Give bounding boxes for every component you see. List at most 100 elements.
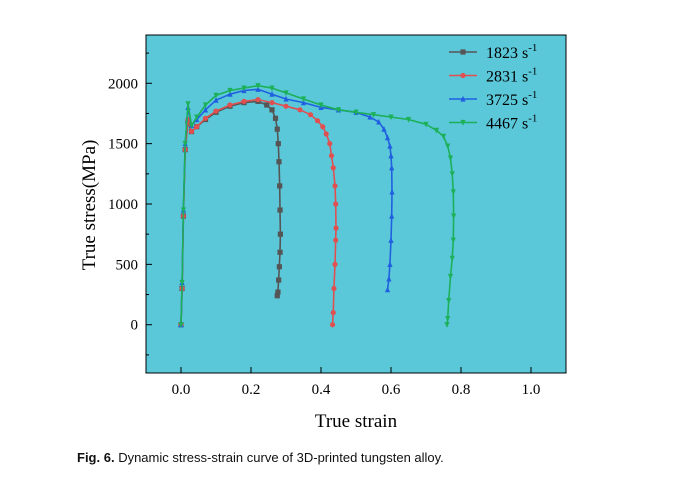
x-tick-label: 0.6 bbox=[382, 382, 401, 398]
data-point bbox=[323, 131, 329, 137]
data-point bbox=[376, 118, 382, 125]
data-point bbox=[283, 103, 289, 109]
plot-area bbox=[145, 34, 567, 374]
data-point bbox=[450, 237, 456, 244]
data-point bbox=[367, 113, 373, 120]
x-tick-label: 0.0 bbox=[172, 382, 191, 398]
data-point bbox=[185, 101, 191, 108]
data-point bbox=[333, 237, 339, 243]
legend-label: 2831 s-1 bbox=[486, 66, 537, 86]
data-point bbox=[269, 85, 275, 92]
y-tick-label: 0 bbox=[131, 318, 139, 334]
data-point bbox=[227, 87, 233, 94]
data-point bbox=[389, 164, 395, 171]
data-point bbox=[241, 85, 247, 92]
data-point bbox=[314, 118, 321, 124]
data-point bbox=[328, 153, 335, 159]
data-point bbox=[178, 322, 184, 328]
data-point bbox=[274, 126, 280, 132]
legend-marker bbox=[460, 119, 466, 126]
y-tick-label: 1500 bbox=[108, 137, 138, 153]
data-point bbox=[388, 237, 394, 243]
data-point bbox=[332, 183, 338, 189]
data-point bbox=[384, 134, 391, 141]
data-point bbox=[449, 171, 455, 178]
data-point bbox=[269, 90, 275, 97]
legend-label: 3725 s-1 bbox=[486, 89, 537, 109]
data-point bbox=[329, 322, 336, 328]
y-tick-label: 500 bbox=[116, 257, 139, 273]
data-point bbox=[446, 297, 452, 304]
data-point bbox=[179, 279, 185, 286]
legend-label: 4467 s-1 bbox=[486, 113, 537, 133]
x-tick-label: 0.2 bbox=[242, 382, 261, 398]
data-point bbox=[333, 225, 339, 231]
data-point bbox=[353, 109, 359, 116]
data-point bbox=[283, 90, 289, 97]
data-point bbox=[194, 114, 200, 121]
data-point bbox=[272, 115, 279, 121]
data-point bbox=[433, 127, 440, 134]
data-point bbox=[276, 159, 282, 165]
data-point bbox=[277, 249, 283, 255]
data-point bbox=[320, 124, 326, 130]
data-point bbox=[255, 86, 261, 92]
data-point bbox=[277, 207, 283, 213]
legend-label-superscript: -1 bbox=[528, 66, 537, 78]
y-tick-label: 2000 bbox=[108, 76, 138, 92]
data-point bbox=[194, 124, 200, 130]
data-point bbox=[264, 102, 270, 108]
data-point bbox=[387, 142, 393, 149]
data-point bbox=[255, 83, 261, 89]
data-point bbox=[331, 285, 337, 292]
legend-label-superscript: -1 bbox=[528, 42, 537, 54]
y-tick-label: 1000 bbox=[108, 197, 138, 213]
data-point bbox=[269, 100, 275, 106]
data-point bbox=[330, 165, 336, 171]
data-point bbox=[202, 102, 209, 109]
data-point bbox=[255, 96, 261, 103]
data-point bbox=[269, 107, 275, 113]
x-axis-label: True strain bbox=[315, 411, 398, 432]
legend-item-3: 3725 s-1 bbox=[449, 89, 537, 109]
data-point bbox=[277, 183, 283, 189]
data-point bbox=[330, 310, 336, 316]
data-point bbox=[450, 189, 456, 196]
legend: 1823 s-1 2831 s-1 3725 s-1 4467 s-1 bbox=[449, 42, 537, 133]
data-point bbox=[182, 141, 188, 147]
data-point bbox=[213, 108, 219, 114]
data-point bbox=[283, 95, 289, 102]
data-point bbox=[388, 114, 394, 121]
legend-item-1: 1823 s-1 bbox=[449, 42, 537, 62]
data-point bbox=[188, 122, 195, 129]
data-point bbox=[423, 121, 429, 128]
data-point bbox=[332, 261, 338, 267]
data-point bbox=[389, 212, 395, 219]
data-point bbox=[327, 141, 333, 147]
data-point bbox=[188, 128, 195, 135]
legend-marker bbox=[460, 49, 466, 55]
x-tick-label: 0.4 bbox=[312, 382, 331, 398]
data-point bbox=[300, 99, 307, 106]
legend-label: 1823 s-1 bbox=[486, 42, 537, 62]
data-point bbox=[307, 112, 314, 118]
series-layer bbox=[178, 83, 457, 328]
x-tick-label: 0.8 bbox=[452, 382, 471, 398]
data-point bbox=[180, 207, 187, 214]
data-point bbox=[444, 322, 450, 328]
data-point bbox=[202, 115, 209, 121]
data-point bbox=[445, 316, 451, 322]
legend-item-2: 2831 s-1 bbox=[449, 66, 537, 86]
data-point bbox=[202, 106, 209, 113]
legend-item-4: 4467 s-1 bbox=[449, 113, 537, 133]
series-4 bbox=[178, 83, 457, 328]
data-point bbox=[451, 213, 457, 220]
legend-marker bbox=[460, 95, 466, 102]
data-point bbox=[449, 255, 455, 262]
data-point bbox=[213, 92, 219, 99]
data-point bbox=[277, 231, 283, 237]
data-point bbox=[370, 112, 377, 118]
data-point bbox=[318, 102, 324, 109]
data-point bbox=[227, 102, 233, 108]
